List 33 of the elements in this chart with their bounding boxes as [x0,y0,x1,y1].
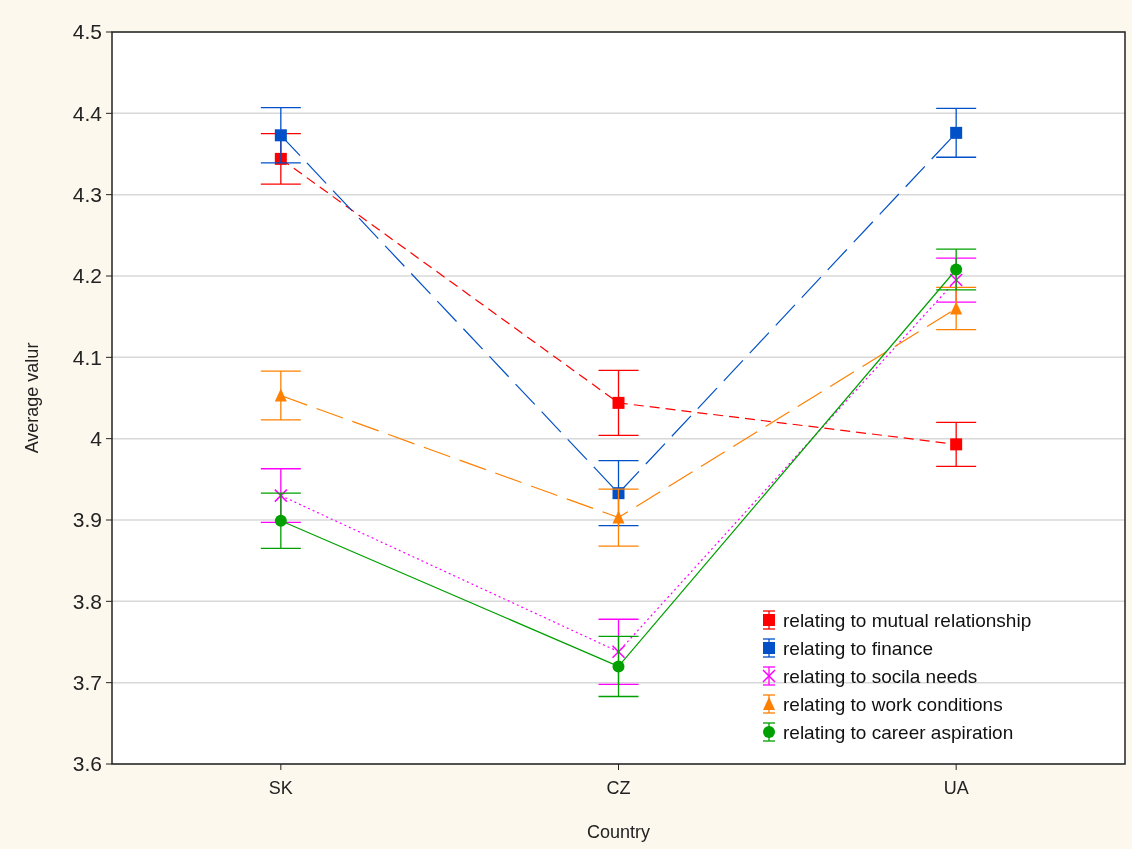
point [274,514,287,527]
y-tick-label: 3.7 [72,671,102,695]
point [274,488,288,503]
x-tick-label: UA [943,778,969,798]
point [949,273,963,287]
y-tick-label: 3.9 [72,508,102,532]
y-tick-label: 3.8 [72,589,102,613]
point [274,129,287,142]
point [950,301,963,315]
y-tick-label: 4.5 [72,20,102,44]
point [950,263,963,276]
legend-label: relating to mutual relationship [783,609,1032,631]
y-axis-title: Average valur [22,342,42,454]
point [950,126,963,139]
y-tick-label: 3.6 [72,752,102,776]
x-tick-label: SK [268,778,293,798]
point [612,396,625,409]
y-tick-label: 4.1 [72,345,102,369]
legend-label: relating to socila needs [783,665,978,687]
x-axis-title: Country [586,822,651,842]
y-tick-label: 4 [90,427,103,451]
point [611,645,626,659]
y-tick-label: 4.2 [72,264,102,288]
legend-label: relating to career aspiration [783,721,1014,743]
legend-label: relating to finance [783,637,933,659]
y-tick-label: 4.4 [72,101,103,125]
legend-label: relating to work conditions [783,693,1003,715]
y-tick-label: 4.3 [72,183,102,207]
x-tick-label: CZ [606,778,631,798]
point [274,388,287,402]
point [950,438,963,451]
point [612,510,625,524]
point [612,660,625,673]
